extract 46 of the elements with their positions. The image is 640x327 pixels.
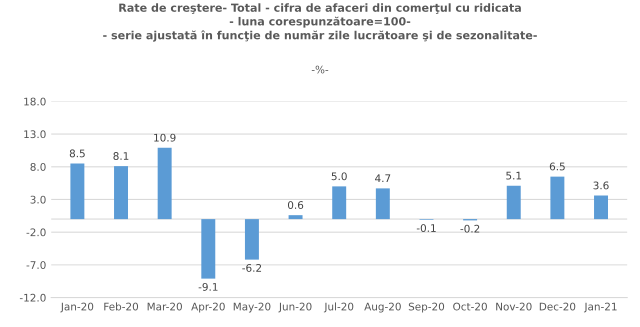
- data-label: 4.7: [375, 174, 390, 182]
- data-label: -0.1: [416, 224, 436, 232]
- data-label: 5.0: [332, 172, 347, 180]
- chart-title: Rate de creştere- Total - cifra de afaceri din comerţul cu ridicata - luna corespunzătoare=100- - serie ajustată în funcţie de număr zile lucrătoare şi de sezonalitate-: [103, 3, 537, 42]
- data-label: 8.5: [70, 149, 85, 158]
- data-label: 0.6: [288, 201, 304, 209]
- data-label: 6.5: [550, 162, 565, 170]
- x-tick-label: Sep-20: [408, 302, 444, 313]
- x-tick-label: Jan-21: [584, 302, 617, 312]
- y-tick-label: 8.0: [30, 162, 46, 171]
- bar: [332, 186, 346, 220]
- x-tick-label: Apr-20: [191, 302, 225, 313]
- data-label: 5.1: [506, 172, 522, 180]
- y-tick-label: 18.0: [24, 98, 46, 106]
- x-tick-label: Mar-20: [148, 302, 182, 310]
- y-tick-label: 3.0: [30, 196, 46, 204]
- y-tick-label: 13.0: [24, 130, 46, 138]
- data-label: -0.2: [460, 224, 480, 233]
- x-tick-label: Aug-20: [364, 302, 401, 313]
- bar: [114, 166, 128, 220]
- bar: [506, 186, 521, 220]
- data-label: 10.9: [154, 134, 176, 142]
- data-label: -6.2: [242, 264, 262, 272]
- x-tick-label: Oct-20: [453, 302, 487, 310]
- data-label: 8.1: [113, 152, 128, 160]
- bar: [244, 219, 259, 260]
- x-tick-label: Jun-20: [278, 302, 312, 312]
- y-tick-label: -7.0: [26, 261, 46, 269]
- x-tick-label: Dec-20: [540, 302, 576, 310]
- x-tick-label: Nov-20: [496, 302, 532, 310]
- bar: [376, 188, 390, 220]
- y-tick-label: -2.0: [26, 228, 46, 236]
- bar: [201, 219, 216, 279]
- chart-subtitle: -%-: [312, 66, 328, 74]
- x-tick-label: Feb-20: [104, 302, 138, 310]
- y-tick-label: -12.0: [20, 294, 46, 302]
- x-tick-label: Jan-20: [60, 302, 94, 312]
- x-tick-label: Jul-20: [324, 302, 354, 312]
- bar: [594, 196, 608, 220]
- data-label: 3.6: [594, 181, 609, 190]
- x-tick-label: May-20: [234, 302, 270, 313]
- bar: [70, 164, 84, 220]
- data-label: -9.1: [198, 282, 218, 291]
- bar: [158, 148, 172, 220]
- bar: [288, 215, 303, 220]
- bar: [550, 176, 564, 220]
